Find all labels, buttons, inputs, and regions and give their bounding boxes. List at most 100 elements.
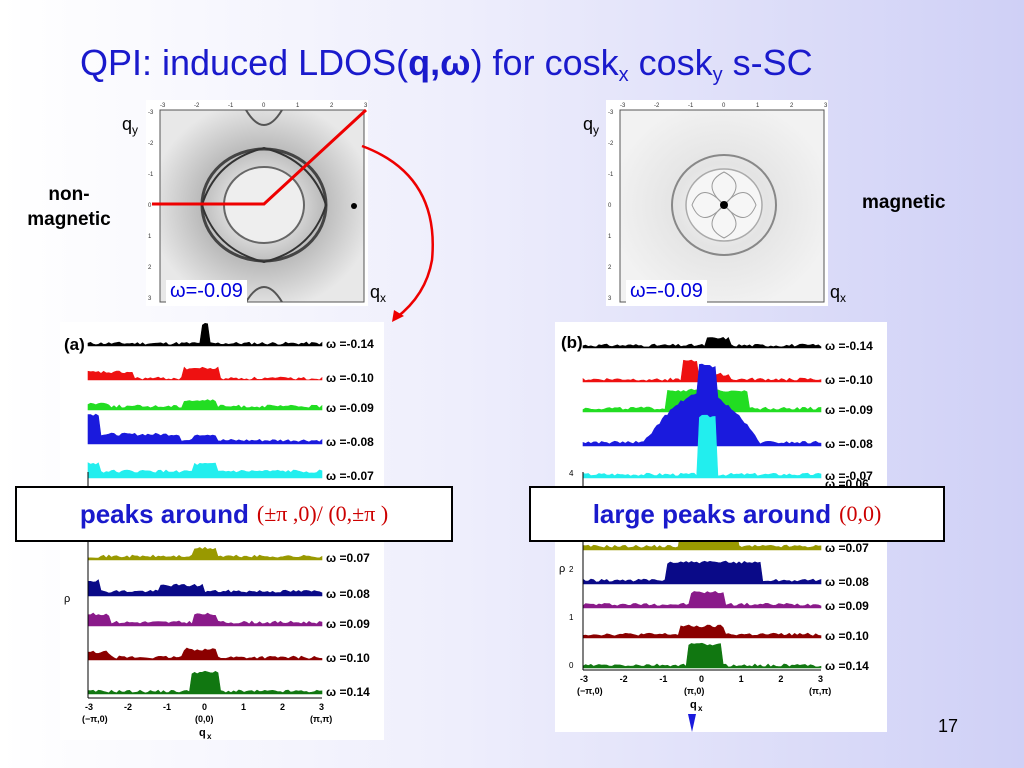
- qpi-right-ytick: -2: [608, 141, 614, 147]
- qpi-left-xtick: 2: [330, 103, 334, 109]
- qpi-right-ticks: -3 -3 -2 -2 -1 -1 0 0 1 1 2 2 3 3: [608, 103, 828, 302]
- qpi-right-ytick: -1: [608, 172, 614, 178]
- arrow-head-icon: [392, 310, 404, 322]
- panel-b-xlabel-sub: x: [698, 704, 703, 713]
- panel-a-xtick: -1: [163, 702, 171, 712]
- panel-b-xtick: -3: [580, 674, 588, 684]
- qpi-right-xtick: 2: [790, 103, 794, 109]
- qpi-right-xtick: 3: [824, 103, 828, 109]
- omega-label-b: ω =0.08: [825, 575, 869, 589]
- panel-a-ylabel: ρ: [64, 593, 70, 605]
- panel-b-xpoint: (π,0): [684, 686, 704, 696]
- panel-a-xlabel: q: [199, 727, 206, 739]
- trace-a-bottom: [87, 546, 323, 561]
- trace-b-bottom: [582, 590, 822, 609]
- panel-a-xpoint: (π,π): [310, 714, 332, 724]
- qpi-left-ytick: -3: [148, 110, 154, 116]
- panel-a-xtick: 3: [319, 702, 324, 712]
- panel-a-xtick: 1: [241, 702, 246, 712]
- panel-a-xtick: -2: [124, 702, 132, 712]
- qpi-right-ytick: 3: [608, 296, 612, 302]
- trace-a-bottom: [87, 579, 323, 597]
- trace-b-bottom: [582, 624, 822, 639]
- omega-label-a: ω =0.08: [326, 587, 370, 601]
- panel-b-xtick: 3: [818, 674, 823, 684]
- qpi-right-xtick: 0: [722, 103, 726, 109]
- panel-b-xtick: -1: [659, 674, 667, 684]
- callout-right: large peaks around (0,0): [529, 486, 945, 542]
- trace-b-top: [582, 363, 822, 447]
- trace-a-top: [87, 399, 323, 411]
- omega-label-b: ω =-0.09: [825, 403, 873, 417]
- panel-a-xtick: 0: [202, 702, 207, 712]
- omega-label-b: ω =-0.14: [825, 339, 873, 353]
- omega-label-a: ω =0.09: [326, 617, 370, 631]
- curved-arrow: [361, 144, 434, 319]
- page-number: 17: [937, 716, 958, 736]
- qy-label-right: qy: [583, 114, 600, 137]
- qy-label-left: qy: [122, 114, 139, 137]
- qpi-right-xtick: -1: [688, 103, 694, 109]
- panel-a-xtick: 2: [280, 702, 285, 712]
- trace-a-top: [87, 462, 323, 479]
- omega-label-b: ω =-0.07: [825, 469, 873, 483]
- qpi-right-ytick: 0: [608, 203, 612, 209]
- qpi-left-xtick: -1: [228, 103, 234, 109]
- qpi-right-xtick: -3: [620, 103, 626, 109]
- non-magnetic-label: non- magnetic: [27, 184, 111, 230]
- trace-b-bottom: [582, 642, 822, 669]
- trace-a-top: [87, 322, 323, 347]
- omega-label-b: ω =-0.08: [825, 437, 873, 451]
- qpi-map-magnetic: -3 -3 -2 -2 -1 -1 0 0 1 1 2 2 3 3: [606, 100, 828, 306]
- panel-b-ylabel: ρ: [559, 563, 565, 575]
- omega-label-b: ω =-0.10: [825, 373, 873, 387]
- panel-a-tag: (a): [64, 335, 85, 354]
- panel-b-xtick: 0: [699, 674, 704, 684]
- magnetic-label: magnetic: [862, 192, 946, 213]
- qpi-left-xtick: 0: [262, 103, 266, 109]
- panel-a-xlabel-sub: x: [207, 732, 212, 740]
- panel-b-xpoint: (−π,0): [577, 686, 603, 696]
- panel-b-xtick: 2: [778, 674, 783, 684]
- qpi-right-ytick: 2: [608, 265, 612, 271]
- qpi-left-xtick: -2: [194, 103, 200, 109]
- callout-left-position: (±π ,0)/ (0,±π ): [256, 501, 389, 526]
- trace-b-top: [582, 414, 822, 479]
- omega-label-b: ω =0.07: [825, 541, 869, 555]
- omega-label-b: ω =0.14: [825, 659, 869, 673]
- qx-label-left: qx: [370, 282, 387, 305]
- panel-a-xpoint: (−π,0): [82, 714, 108, 724]
- trace-b-bottom: [582, 560, 822, 585]
- qpi-left-xtick: -3: [160, 103, 166, 109]
- trace-b-top: [582, 336, 822, 349]
- callout-left: peaks around (±π ,0)/ (0,±π ): [15, 486, 453, 542]
- qx-label-right: qx: [830, 282, 847, 305]
- panel-b-ytick: 1: [569, 613, 574, 622]
- trace-a-bottom: [87, 612, 323, 627]
- qpi-left-ytick: 0: [148, 203, 152, 209]
- omega-label-a: ω =0.14: [326, 685, 370, 699]
- qpi-right-xtick: 1: [756, 103, 760, 109]
- panel-b-ytick: 2: [569, 565, 574, 574]
- omega-label-a: ω =-0.09: [326, 401, 374, 415]
- qpi-left-ytick: 1: [148, 234, 152, 240]
- panel-b-xlabel: q: [690, 699, 697, 711]
- qpi-left-ytick: -2: [148, 141, 154, 147]
- omega-label-b: ω =0.09: [825, 599, 869, 613]
- panel-b-ytick: 0: [569, 661, 574, 670]
- qpi-left-ticks: -3 -3 -2 -2 -1 -1 0 0 1 1 2 2 3 3: [148, 103, 368, 302]
- omega-label-a: ω =0.07: [326, 551, 370, 565]
- panel-b-tag: (b): [561, 333, 583, 352]
- qpi-left-ytick: 3: [148, 296, 152, 302]
- qpi-right-ytick: 1: [608, 234, 612, 240]
- callout-right-position: (0,0): [839, 501, 882, 526]
- omega-label-a: ω =0.10: [326, 651, 370, 665]
- panel-b-drip: [688, 714, 696, 732]
- callout-left-lead: peaks around: [79, 498, 249, 529]
- omega-label-right: ω=-0.09: [626, 280, 707, 303]
- omega-label-b: ω =0.10: [825, 629, 869, 643]
- panel-b-xtick: -2: [620, 674, 628, 684]
- omega-label-a: ω =-0.07: [326, 469, 374, 483]
- panel-b-xtick: 1: [739, 674, 744, 684]
- omega-label-left: ω=-0.09: [166, 280, 247, 303]
